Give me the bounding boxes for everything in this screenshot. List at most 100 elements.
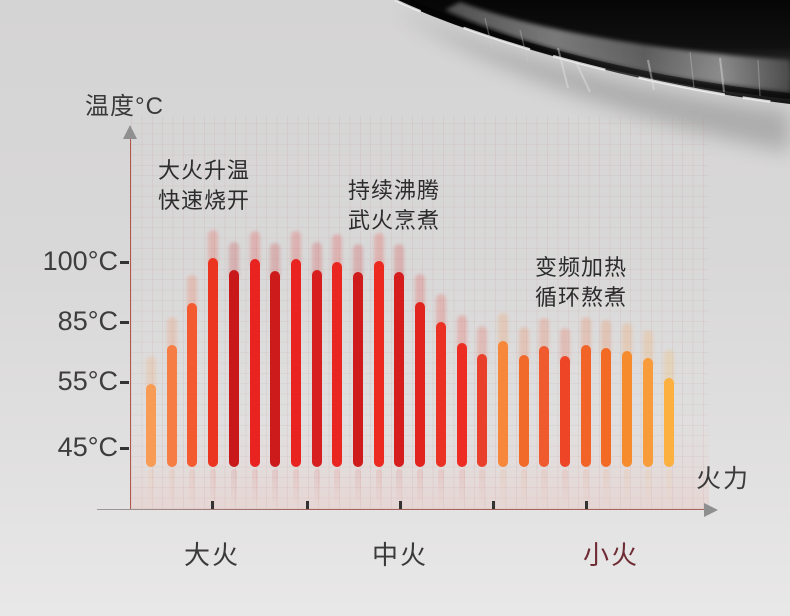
bar-heat-glow xyxy=(187,275,197,313)
y-axis-tick-label: 55°C xyxy=(57,366,118,396)
temperature-bar xyxy=(477,326,487,507)
bar-heat-glow xyxy=(394,244,404,282)
temperature-bar xyxy=(353,244,363,507)
temperature-bar xyxy=(291,231,301,507)
bar-heat-glow xyxy=(539,318,549,356)
bar-reflection xyxy=(252,469,258,507)
x-axis-tick-mark xyxy=(306,501,309,509)
bar-reflection xyxy=(169,469,175,507)
temperature-bar xyxy=(519,327,529,507)
x-axis-tick-mark xyxy=(211,501,214,509)
bar-reflection xyxy=(583,469,589,507)
temperature-bar xyxy=(332,234,342,507)
bar-heat-glow xyxy=(581,317,591,355)
temperature-bar xyxy=(581,317,591,507)
bar-heat-glow xyxy=(208,230,218,268)
x-axis-tick-mark xyxy=(492,501,495,509)
phase-annotation: 变频加热 循环熬煮 xyxy=(535,253,627,313)
bar-heat-glow xyxy=(560,328,570,366)
x-axis-category-label: 大火 xyxy=(183,540,240,570)
bar-heat-glow xyxy=(622,323,632,361)
photo-drop-shadow xyxy=(395,8,790,152)
x-axis-category-label: 中火 xyxy=(371,540,428,570)
bar-heat-glow xyxy=(250,231,260,269)
bar-heat-glow xyxy=(374,233,384,271)
bar-heat-glow xyxy=(270,243,280,281)
bar-heat-glow xyxy=(643,330,653,368)
bar-reflection xyxy=(314,469,320,507)
temperature-bar xyxy=(250,231,260,507)
bar-heat-glow xyxy=(664,350,674,388)
temperature-bar xyxy=(643,330,653,507)
bar-reflection xyxy=(624,469,630,507)
temperature-bar xyxy=(498,313,508,507)
temperature-bar xyxy=(622,323,632,507)
x-axis-category-label: 小火 xyxy=(582,540,639,570)
bar-heat-glow xyxy=(519,327,529,365)
bar-reflection xyxy=(293,469,299,507)
phase-annotation: 大火升温 快速烧开 xyxy=(158,156,250,216)
temperature-bar xyxy=(560,328,570,507)
temperature-bar xyxy=(436,294,446,507)
bar-reflection xyxy=(272,469,278,507)
bar-reflection xyxy=(210,469,216,507)
y-axis-tick-label: 45°C xyxy=(57,432,118,462)
product-photo-glass-lid xyxy=(394,0,790,152)
temperature-bar xyxy=(187,275,197,507)
y-axis-title: 温度°C xyxy=(85,93,164,120)
bar-reflection xyxy=(603,469,609,507)
bar-heat-glow xyxy=(229,242,239,280)
bar-heat-glow xyxy=(457,315,467,353)
temperature-bar xyxy=(146,356,156,507)
bar-reflection xyxy=(521,469,527,507)
y-axis-tick-mark xyxy=(120,447,129,450)
y-axis-line xyxy=(130,139,131,509)
bar-heat-glow xyxy=(436,294,446,332)
temperature-bar xyxy=(270,243,280,507)
bar-reflection xyxy=(666,469,672,507)
temperature-bar xyxy=(374,233,384,507)
bar-heat-glow xyxy=(167,317,177,355)
temperature-bar xyxy=(539,318,549,507)
annotation-line: 大火升温 xyxy=(158,158,251,183)
y-axis-tick-label: 85°C xyxy=(57,306,118,336)
bar-reflection xyxy=(417,469,423,507)
bar-heat-glow xyxy=(312,242,322,280)
annotation-line: 快速烧开 xyxy=(158,188,251,213)
bar-reflection xyxy=(376,469,382,507)
temperature-bar xyxy=(394,244,404,507)
bar-reflection xyxy=(645,469,651,507)
temperature-bar xyxy=(312,242,322,507)
bar-reflection xyxy=(438,469,444,507)
bar-reflection xyxy=(459,469,465,507)
bar-reflection xyxy=(396,469,402,507)
bar-reflection xyxy=(500,469,506,507)
bar-heat-glow xyxy=(601,320,611,358)
bar-reflection xyxy=(231,469,237,507)
bar-heat-glow xyxy=(146,356,156,394)
annotation-line: 武火烹煮 xyxy=(348,208,441,233)
temperature-bar xyxy=(229,242,239,507)
temperature-bar xyxy=(415,274,425,507)
temperature-bar xyxy=(208,230,218,507)
temperature-bar xyxy=(167,317,177,507)
bar-reflection xyxy=(541,469,547,507)
annotation-line: 持续沸腾 xyxy=(348,178,441,203)
bar-reflection xyxy=(355,469,361,507)
x-axis-arrow-icon xyxy=(704,503,718,517)
bar-reflection xyxy=(479,469,485,507)
bar-heat-glow xyxy=(477,326,487,364)
annotation-line: 循环熬煮 xyxy=(535,285,628,310)
bar-reflection xyxy=(189,469,195,507)
y-axis-arrow-icon xyxy=(123,125,137,139)
bar-reflection xyxy=(148,469,154,507)
x-axis-tick-mark xyxy=(399,501,402,509)
x-axis-tick-mark xyxy=(585,501,588,509)
bar-reflection xyxy=(562,469,568,507)
y-axis-tick-mark xyxy=(120,261,129,264)
temperature-bar xyxy=(457,315,467,507)
y-axis-tick-label: 100°C xyxy=(42,246,118,276)
annotation-line: 变频加热 xyxy=(535,255,628,280)
bar-heat-glow xyxy=(353,244,363,282)
